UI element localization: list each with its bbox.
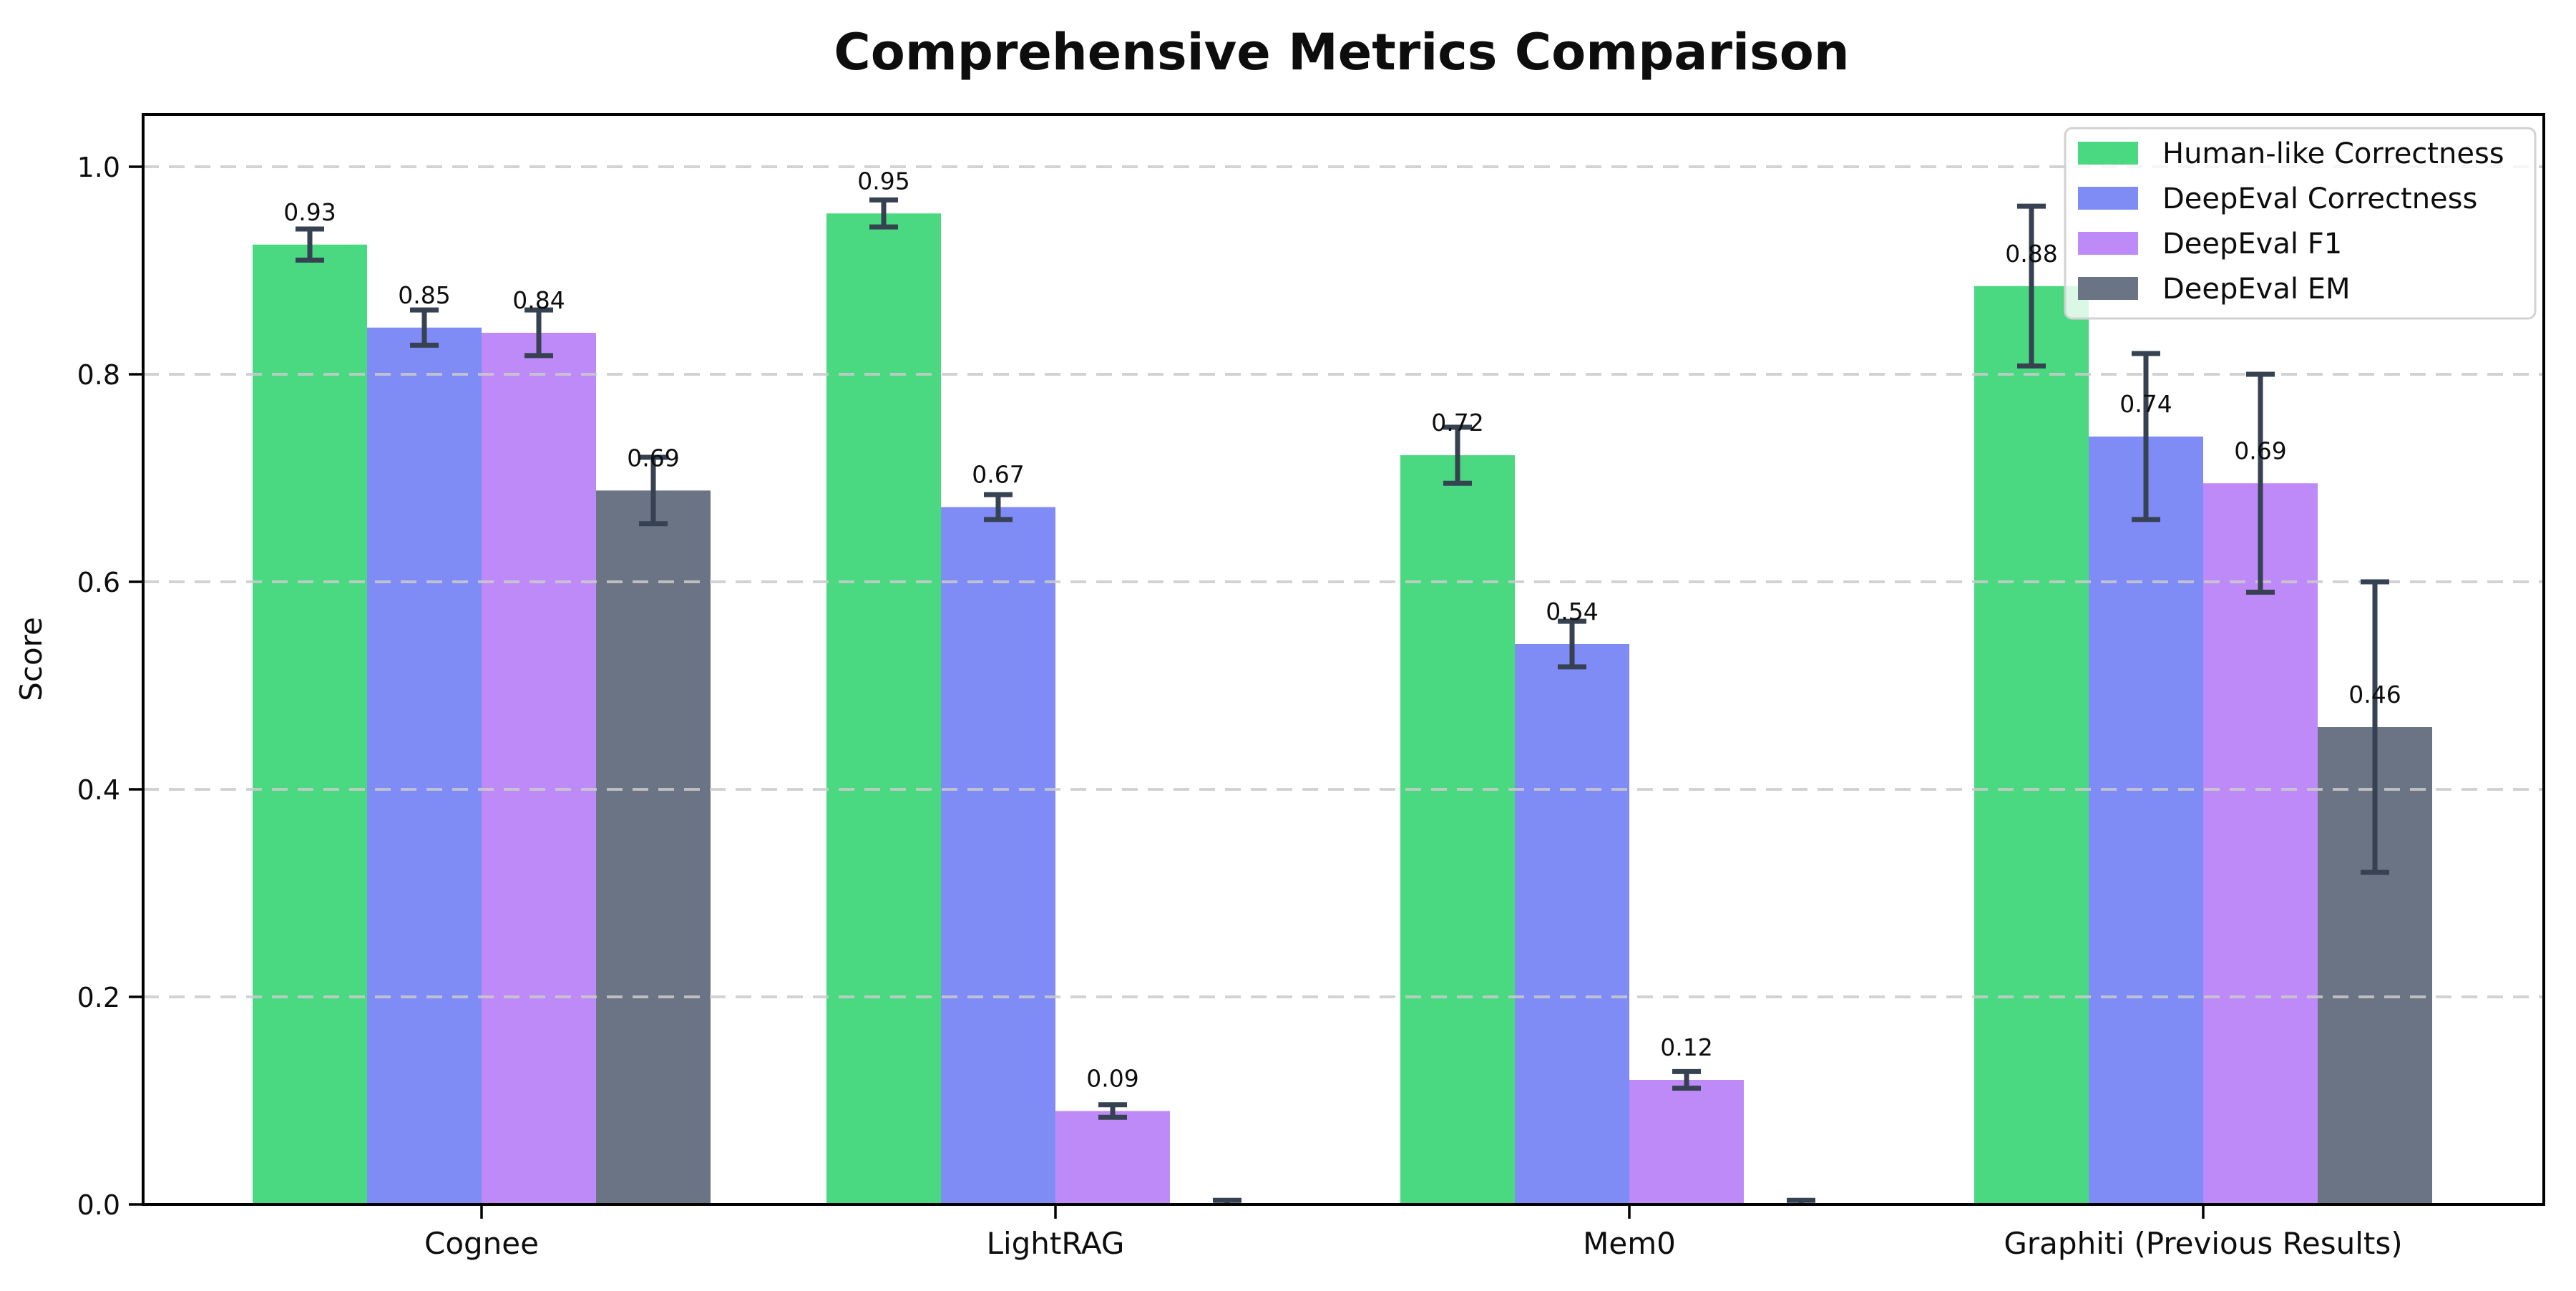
x-tick-label-graphiti-previous-results: Graphiti (Previous Results) [2004, 1226, 2402, 1261]
error-bars [296, 197, 2389, 1204]
y-axis-label: Score [14, 617, 49, 701]
bar-label-deepeval-f1-cognee: 0.84 [512, 286, 565, 314]
y-tick-label-0.4: 0.4 [77, 774, 120, 806]
bar-value-labels: 0.93 0.95 0.72 0.88 0.85 0.67 0.54 0.74 0.84 0.09… [283, 167, 2401, 1092]
bar-deepeval-f1-cognee [482, 333, 596, 1204]
bar-label-deepeval-correctness-cognee: 0.85 [398, 281, 450, 309]
bars [253, 213, 2432, 1204]
legend-label-deepeval-f1: DeepEval F1 [2162, 228, 2342, 260]
bar-label-human-like-correctness-mem0: 0.72 [1431, 409, 1483, 437]
legend-item-deepeval-em: DeepEval EM [2078, 273, 2350, 306]
gridlines [143, 165, 2544, 998]
bar-label-deepeval-f1-graphiti-previous-results: 0.69 [2234, 437, 2286, 464]
bar-label-deepeval-f1-lightrag: 0.09 [1086, 1065, 1138, 1093]
bar-deepeval-correctness-cognee [367, 327, 482, 1204]
legend-item-deepeval-f1: DeepEval F1 [2078, 228, 2342, 260]
bar-deepeval-f1-mem0 [1629, 1080, 1744, 1204]
y-ticks: 0.0 0.2 0.4 0.6 0.8 1.0 [77, 152, 143, 1221]
x-tick-label-mem0: Mem0 [1583, 1226, 1676, 1261]
x-tick-label-lightrag: LightRAG [987, 1226, 1125, 1261]
bar-label-deepeval-f1-mem0: 0.12 [1660, 1033, 1712, 1061]
legend-label-deepeval-correctness: DeepEval Correctness [2162, 182, 2477, 215]
bar-human-like-correctness-lightrag [826, 213, 941, 1204]
legend-item-deepeval-correctness: DeepEval Correctness [2078, 182, 2477, 215]
bar-deepeval-f1-graphiti-previous-results [2203, 483, 2318, 1204]
bar-label-deepeval-correctness-mem0: 0.54 [1546, 598, 1598, 625]
axes-frame [142, 113, 2545, 1206]
legend: Human-like Correctness DeepEval Correctne… [2064, 127, 2537, 320]
bar-deepeval-correctness-graphiti-previous-results [2089, 437, 2203, 1204]
legend-swatch-deepeval-correctness [2078, 187, 2138, 210]
bar-label-human-like-correctness-graphiti-previous-results: 0.88 [2005, 240, 2057, 268]
bar-human-like-correctness-graphiti-previous-results [1974, 286, 2089, 1204]
bar-deepeval-correctness-lightrag [941, 507, 1055, 1204]
legend-label-human-like-correctness: Human-like Correctness [2162, 137, 2504, 170]
legend-swatch-human-like-correctness [2078, 142, 2138, 165]
legend-swatch-deepeval-em [2078, 277, 2138, 300]
bar-human-like-correctness-mem0 [1400, 455, 1515, 1204]
bar-deepeval-em-cognee [596, 490, 711, 1204]
y-tick-label-0.8: 0.8 [77, 359, 120, 391]
bar-label-deepeval-em-cognee: 0.69 [627, 444, 679, 472]
legend-item-human-like-correctness: Human-like Correctness [2078, 137, 2504, 170]
legend-swatch-deepeval-f1 [2078, 232, 2138, 255]
y-tick-label-1.0: 1.0 [77, 152, 120, 183]
bar-label-human-like-correctness-cognee: 0.93 [283, 198, 336, 226]
bar-deepeval-correctness-mem0 [1515, 644, 1629, 1204]
chart-title: Comprehensive Metrics Comparison [834, 23, 1849, 82]
bar-label-deepeval-em-graphiti-previous-results: 0.46 [2348, 681, 2401, 708]
bar-deepeval-f1-lightrag [1055, 1111, 1170, 1204]
x-tick-label-cognee: Cognee [424, 1226, 539, 1261]
bar-human-like-correctness-cognee [253, 244, 367, 1204]
bar-label-deepeval-correctness-lightrag: 0.67 [972, 461, 1024, 489]
x-ticks: Cognee LightRAG Mem0 Graphiti (Previous Res… [424, 1204, 2403, 1261]
y-tick-label-0.2: 0.2 [77, 982, 120, 1013]
bar-label-human-like-correctness-lightrag: 0.95 [857, 167, 909, 195]
bar-label-deepeval-correctness-graphiti-previous-results: 0.74 [2119, 390, 2172, 418]
legend-box [2064, 127, 2537, 320]
y-tick-label-0.6: 0.6 [77, 567, 120, 598]
y-tick-label-0.0: 0.0 [77, 1189, 120, 1221]
legend-label-deepeval-em: DeepEval EM [2162, 273, 2350, 306]
